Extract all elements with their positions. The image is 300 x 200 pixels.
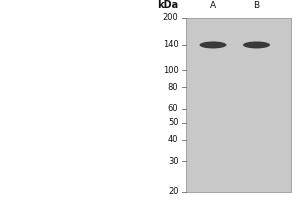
Text: 60: 60 xyxy=(168,104,178,113)
Bar xyxy=(186,18,291,192)
Text: A: A xyxy=(210,1,216,10)
Ellipse shape xyxy=(200,41,226,48)
Text: kDa: kDa xyxy=(158,0,178,10)
Text: 50: 50 xyxy=(168,118,178,127)
Text: 80: 80 xyxy=(168,83,178,92)
Ellipse shape xyxy=(243,41,270,48)
Text: B: B xyxy=(254,1,260,10)
Text: 20: 20 xyxy=(168,188,178,196)
Text: 100: 100 xyxy=(163,66,178,75)
Text: 40: 40 xyxy=(168,135,178,144)
Text: 140: 140 xyxy=(163,40,178,49)
Text: 30: 30 xyxy=(168,157,178,166)
Text: 200: 200 xyxy=(163,14,178,22)
